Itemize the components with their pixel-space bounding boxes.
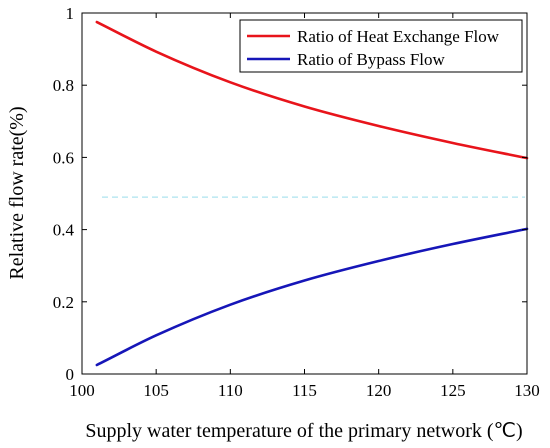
y-tick-label: 0.4 bbox=[53, 221, 75, 240]
y-tick-label: 0.2 bbox=[53, 293, 74, 312]
x-tick-label: 105 bbox=[143, 381, 169, 400]
x-tick-label: 125 bbox=[440, 381, 466, 400]
y-tick-label: 1 bbox=[66, 4, 75, 23]
y-axis-label: Relative flow rate(%) bbox=[6, 106, 28, 279]
series-layer bbox=[95, 20, 529, 367]
y-tick-label: 0.6 bbox=[53, 148, 74, 167]
x-axis: 100 105 110 115 120 125 130 bbox=[69, 13, 540, 400]
y-tick-label: 0 bbox=[66, 365, 75, 384]
y-axis: 0 0.2 0.4 0.6 0.8 1 bbox=[53, 4, 527, 384]
x-tick-label: 130 bbox=[514, 381, 540, 400]
series-line-0 bbox=[95, 20, 529, 160]
series-line-1 bbox=[95, 227, 529, 367]
x-tick-label: 115 bbox=[292, 381, 317, 400]
legend-label-0: Ratio of Heat Exchange Flow bbox=[297, 27, 500, 46]
x-tick-label: 100 bbox=[69, 381, 95, 400]
x-axis-label: Supply water temperature of the primary … bbox=[85, 420, 522, 442]
x-tick-label: 120 bbox=[366, 381, 392, 400]
legend-box bbox=[239, 19, 523, 73]
legend-label-1: Ratio of Bypass Flow bbox=[297, 50, 446, 69]
x-tick-label: 110 bbox=[218, 381, 243, 400]
legend: Ratio of Heat Exchange Flow Ratio of Bypa… bbox=[239, 19, 523, 73]
y-tick-label: 0.8 bbox=[53, 76, 74, 95]
